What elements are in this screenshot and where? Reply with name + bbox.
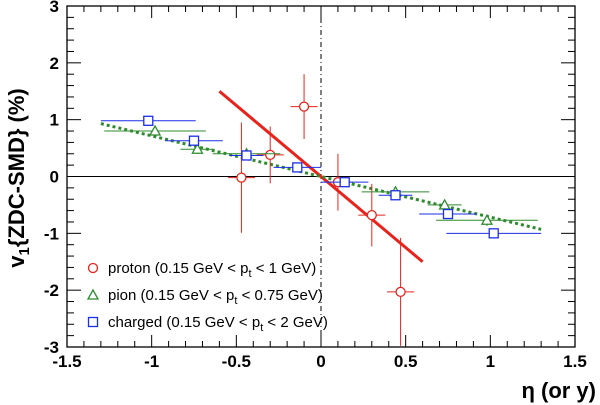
x-axis-title: η (or y): [521, 378, 596, 403]
data-point-s0-p0: [227, 122, 255, 233]
data-point-s0-p2: [290, 74, 318, 139]
data-layer: [67, 6, 575, 347]
y-tick-label: -3: [44, 338, 59, 357]
y-axis-title: v1{ZDC-SMD} (%): [4, 88, 33, 267]
x-tick-label: -1.5: [52, 352, 81, 371]
marker-circle: [366, 209, 377, 221]
marker-square: [339, 177, 350, 188]
x-tick-label: -0.5: [222, 352, 251, 371]
marker-circle: [395, 286, 406, 298]
marker-square: [390, 190, 401, 201]
data-point-s0-p1: [256, 126, 284, 184]
x-tick-label: 1: [486, 352, 495, 371]
marker-circle: [298, 101, 310, 112]
data-point-s2-p0: [100, 115, 196, 126]
y-tick-label: -2: [44, 281, 59, 300]
legend-marker-pion: [86, 288, 100, 300]
marker-square: [241, 150, 252, 161]
legend-entry-pion: pion (0.15 GeV < pt < 0.75 GeV): [86, 287, 323, 307]
marker-square: [488, 228, 499, 239]
marker-square: [292, 162, 303, 173]
data-point-s1-p4: [427, 198, 462, 210]
legend-label-pion: pion (0.15 GeV < pt < 0.75 GeV): [108, 287, 323, 307]
x-tick-label: 1.5: [563, 352, 587, 371]
marker-circle: [265, 149, 276, 161]
marker-square: [143, 115, 154, 126]
x-tick-label: 0.5: [394, 352, 418, 371]
data-point-s1-p0: [104, 124, 206, 137]
marker-square: [442, 208, 454, 220]
marker-circle: [236, 172, 247, 183]
data-point-s2-p5: [378, 190, 413, 201]
data-point-s2-p2: [229, 150, 264, 161]
marker-triangle: [480, 213, 494, 225]
data-point-s0-p4: [358, 183, 386, 247]
y-tick-label: 2: [50, 54, 59, 73]
data-point-s0-p5: [387, 237, 415, 346]
x-tick-label: 0: [316, 352, 325, 371]
x-tick-label: -1: [144, 352, 159, 371]
legend-entry-proton: proton (0.15 GeV < pt < 1 GeV): [87, 260, 316, 280]
y-tick-label: 3: [50, 0, 59, 16]
fit-line-series-0: [218, 90, 424, 263]
y-tick-label: 1: [50, 111, 59, 130]
data-point-s2-p6: [419, 208, 477, 220]
legend-marker-proton: [87, 262, 99, 274]
data-point-s2-p3: [273, 162, 321, 173]
legend-label-charged: charged (0.15 GeV < pt < 2 GeV): [108, 314, 328, 334]
marker-square: [188, 135, 200, 146]
data-point-s1-p1: [180, 142, 215, 154]
data-point-s2-p4: [321, 177, 369, 188]
legend: proton (0.15 GeV < pt < 1 GeV) pion (0.1…: [86, 260, 328, 334]
legend-entry-charged: charged (0.15 GeV < pt < 2 GeV): [87, 314, 328, 334]
data-point-s2-p7: [446, 228, 542, 239]
data-point-s2-p1: [165, 135, 223, 146]
marker-triangle: [191, 142, 204, 154]
ticks-layer: -1.5 -1 -0.5 0 0.5 1 1.5 -3 -2 -1 0 1 2 3: [44, 0, 587, 371]
marker-triangle: [148, 124, 162, 136]
data-point-s1-p5: [436, 213, 538, 226]
y-tick-label: -1: [44, 224, 59, 243]
legend-label-proton: proton (0.15 GeV < pt < 1 GeV): [108, 260, 316, 280]
y-tick-label: 0: [50, 168, 59, 187]
legend-marker-charged: [87, 316, 99, 328]
